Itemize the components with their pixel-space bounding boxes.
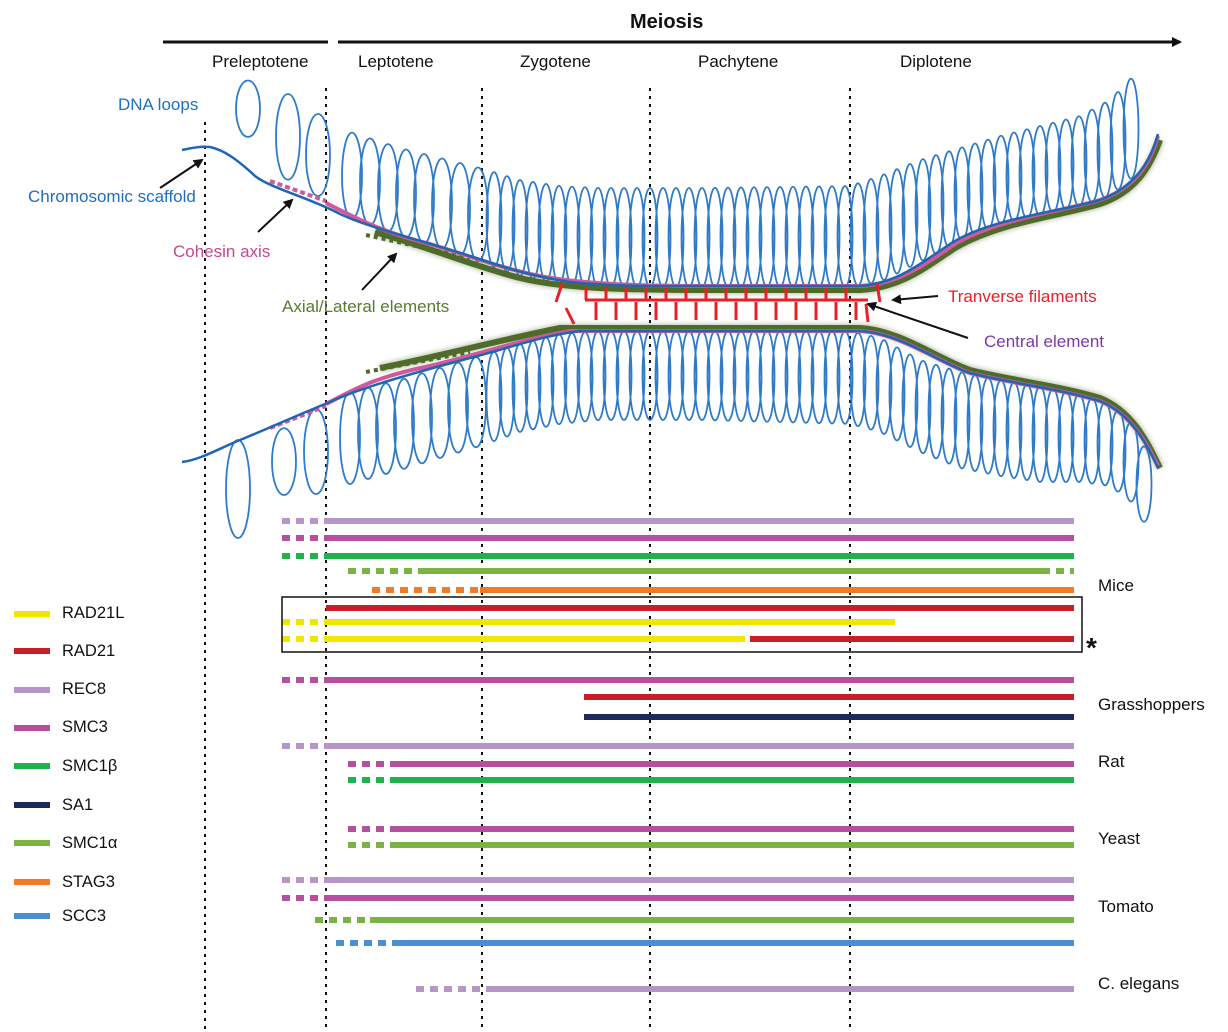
legend-label-sa1: SA1 bbox=[62, 796, 94, 814]
dna-loops-bottom-chromosome bbox=[225, 330, 1153, 539]
dna-loop-bottom bbox=[901, 353, 919, 448]
axial-element-top-dashed bbox=[365, 233, 471, 260]
stage-leptotene: Leptotene bbox=[358, 52, 434, 71]
dna-loop-bottom bbox=[888, 346, 906, 442]
species-c-elegans: C. elegans bbox=[1098, 974, 1180, 993]
dna-loop-bottom bbox=[927, 363, 945, 460]
legend-label-scc3: SCC3 bbox=[62, 907, 107, 925]
dna-loop-bottom bbox=[357, 386, 379, 480]
species-grasshoppers: Grasshoppers bbox=[1098, 695, 1205, 714]
legend-swatch-STAG3 bbox=[14, 879, 50, 885]
dna-loops-top-chromosome bbox=[235, 77, 1140, 288]
dna-loop-top bbox=[235, 79, 261, 138]
annotation-chromosomic-scaffold: Chromosomic scaffold bbox=[28, 187, 196, 206]
mice-highlight-box bbox=[281, 596, 1083, 653]
legend-swatch-RAD21 bbox=[14, 648, 50, 654]
legend-swatch-SMC1α bbox=[14, 840, 50, 846]
legend-label-rec8: REC8 bbox=[62, 680, 107, 698]
dna-loop-top bbox=[341, 131, 363, 220]
legend-label-rad21l: RAD21L bbox=[62, 604, 125, 622]
species-mice: Mice bbox=[1098, 576, 1134, 595]
dna-loop-bottom bbox=[339, 391, 361, 485]
cohesin-axis-top-dashed bbox=[269, 179, 327, 203]
legend-label-rad21: RAD21 bbox=[62, 642, 116, 660]
annotation-central-element: Central element bbox=[984, 332, 1105, 351]
dna-loop-bottom bbox=[875, 339, 893, 435]
dna-loop-bottom bbox=[303, 408, 329, 495]
dna-loop-bottom bbox=[914, 359, 932, 455]
stage-dividers bbox=[204, 88, 851, 1032]
annotation-dna-loops: DNA loops bbox=[118, 95, 199, 114]
dna-loop-top bbox=[359, 137, 381, 227]
dna-loop-top bbox=[413, 153, 435, 245]
axial-elements-arrow bbox=[361, 252, 398, 291]
chromosomic-scaffold-top bbox=[181, 133, 1160, 288]
dna-loop-top bbox=[275, 93, 301, 181]
dna-loop-bottom bbox=[429, 367, 451, 459]
dna-loop-bottom bbox=[393, 377, 415, 470]
legend-swatch-SMC3 bbox=[14, 725, 50, 731]
cohesin-axis-arrow bbox=[257, 198, 294, 233]
legend-label-stag3: STAG3 bbox=[62, 873, 115, 891]
annotation-axial-lateral-elements: Axial/Lateral elements bbox=[282, 297, 450, 316]
dna-loop-top bbox=[875, 173, 893, 281]
dna-loop-bottom bbox=[862, 334, 880, 431]
dna-loop-bottom bbox=[271, 427, 297, 496]
dna-loop-top bbox=[305, 113, 331, 197]
dna-loop-top bbox=[377, 143, 399, 233]
dna-loop-bottom bbox=[225, 439, 251, 539]
dna-loop-bottom bbox=[1135, 445, 1153, 523]
annotation-cohesin-axis: Cohesin axis bbox=[173, 242, 271, 261]
dna-loop-bottom bbox=[953, 371, 971, 470]
dna-loop-bottom bbox=[447, 361, 469, 454]
legend-swatch-SCC3 bbox=[14, 913, 50, 919]
mice-asterisk: * bbox=[1086, 632, 1097, 663]
dna-loop-top bbox=[901, 163, 919, 268]
dna-loop-top bbox=[914, 158, 932, 262]
diagram-title: Meiosis bbox=[630, 11, 704, 33]
legend-swatch-SA1 bbox=[14, 802, 50, 808]
axial-element-bottom-dashed bbox=[365, 350, 471, 374]
species-yeast: Yeast bbox=[1098, 829, 1140, 848]
axial-element-top bbox=[374, 138, 1163, 293]
dna-loop-top bbox=[467, 166, 489, 263]
transverse-filaments-arrow bbox=[891, 294, 939, 305]
legend-swatch-SMC1β bbox=[14, 763, 50, 769]
transverse-filaments bbox=[584, 288, 858, 320]
annotation-transverse-filaments: Tranverse filaments bbox=[948, 287, 1097, 306]
stage-diplotene: Diplotene bbox=[900, 52, 972, 71]
legend-label-smc1a: SMC1α bbox=[62, 834, 118, 852]
dna-loop-top bbox=[395, 148, 417, 239]
dna-loop-bottom bbox=[375, 382, 397, 475]
central-element-arrow bbox=[866, 301, 969, 339]
dna-loop-top bbox=[431, 157, 453, 250]
transverse-filament-left-end bbox=[554, 283, 576, 325]
protein-bars bbox=[282, 518, 1074, 992]
species-tomato: Tomato bbox=[1098, 897, 1154, 916]
legend-swatch-REC8 bbox=[14, 687, 50, 693]
dna-loop-bottom bbox=[411, 372, 433, 465]
legend-swatches bbox=[14, 611, 50, 919]
species-rat: Rat bbox=[1098, 752, 1125, 771]
legend-swatch-RAD21L bbox=[14, 611, 50, 617]
axial-element-bottom bbox=[379, 325, 1163, 470]
legend-label-smc1b: SMC1β bbox=[62, 757, 118, 775]
stage-zygotene: Zygotene bbox=[520, 52, 591, 71]
dna-loop-top bbox=[888, 168, 906, 275]
dna-loop-top bbox=[1122, 77, 1140, 180]
chromosomic-scaffold-bottom bbox=[181, 329, 1160, 469]
stage-pachytene: Pachytene bbox=[698, 52, 779, 71]
stage-preleptotene: Preleptotene bbox=[212, 52, 309, 71]
dna-loop-top bbox=[449, 162, 471, 256]
dna-loops-arrow bbox=[159, 158, 204, 189]
legend-label-smc3: SMC3 bbox=[62, 718, 108, 736]
dna-loop-bottom bbox=[940, 367, 958, 465]
